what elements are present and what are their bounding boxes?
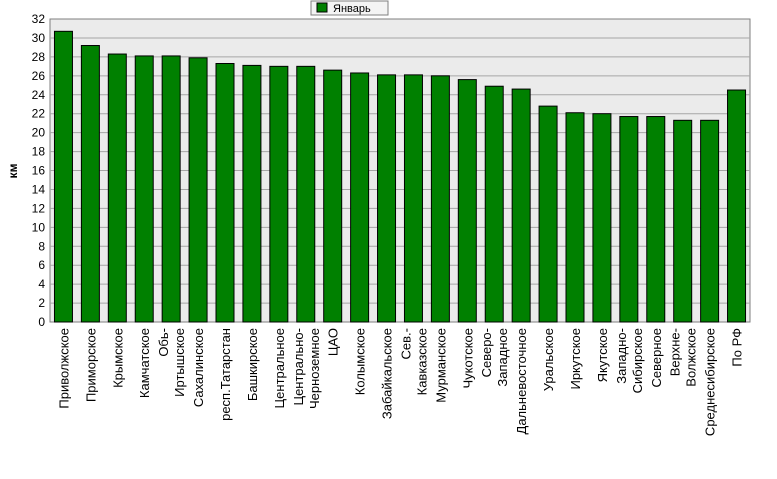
x-tick-label: Дальневосточное — [514, 328, 529, 434]
bar — [673, 119, 693, 323]
x-tick-label: респ.Татарстан — [218, 328, 233, 421]
y-tick-label: 8 — [38, 239, 45, 253]
bar — [161, 55, 181, 323]
legend-label: Январь — [333, 3, 371, 15]
x-tick-label: ЦАО — [326, 328, 341, 356]
bar — [619, 116, 639, 323]
bar — [53, 30, 73, 323]
x-tick-label: По РФ — [730, 328, 745, 367]
y-tick-label: 26 — [32, 69, 46, 83]
bar — [592, 113, 612, 323]
x-tick-label: Обь- — [156, 328, 171, 357]
bar — [727, 89, 747, 323]
x-tick-label: Среднесибирское — [703, 328, 718, 436]
x-tick-label: Приволжское — [56, 328, 71, 409]
y-tick-label: 18 — [32, 145, 46, 159]
bar — [511, 88, 531, 323]
y-tick-label: 14 — [32, 182, 46, 196]
y-tick-label: 6 — [38, 258, 45, 272]
x-tick-label: Башкирское — [245, 328, 260, 401]
y-tick-label: 20 — [32, 126, 46, 140]
x-tick-label: Уральское — [541, 328, 556, 391]
legend-swatch — [316, 2, 328, 13]
y-tick-label: 32 — [32, 12, 46, 26]
y-tick-label: 22 — [32, 107, 46, 121]
x-tick-label: Иртышское — [172, 328, 187, 397]
x-tick-label: Верхне- — [668, 328, 683, 376]
x-tick-label: Кавказское — [414, 328, 429, 395]
bar — [377, 74, 397, 323]
bar — [134, 55, 154, 323]
bar — [80, 45, 100, 323]
bar — [296, 65, 316, 323]
bar — [430, 75, 450, 323]
y-tick-label: 12 — [32, 201, 46, 215]
bar — [403, 74, 423, 323]
x-axis-labels: Приволжское Приморское Крымское Камчатское О… — [56, 328, 744, 436]
x-tick-label: Северное — [649, 328, 664, 387]
x-tick-label: Забайкальское — [380, 328, 395, 419]
x-tick-label: Колымское — [353, 328, 368, 395]
bar — [700, 119, 720, 323]
y-tick-label: 30 — [32, 31, 46, 45]
bar — [107, 53, 127, 323]
bar — [350, 72, 370, 323]
bar — [646, 116, 666, 323]
bar — [215, 63, 235, 323]
x-tick-label: Центрально- — [291, 328, 306, 406]
bar — [269, 65, 289, 323]
y-tick-label: 16 — [32, 164, 46, 178]
x-tick-label: Приморское — [83, 328, 98, 402]
bars — [53, 30, 747, 323]
x-tick-label: Западно- — [614, 328, 629, 384]
bar — [484, 85, 504, 323]
legend: Январь — [310, 0, 389, 16]
y-tick-label: 28 — [32, 50, 46, 64]
y-axis-title: км — [6, 163, 20, 178]
x-tick-label: Сев.- — [398, 328, 413, 359]
x-tick-label: Черноземное — [307, 328, 322, 409]
bar — [538, 105, 558, 323]
x-tick-label: Западное — [495, 328, 510, 387]
x-tick-label: Чукотское — [460, 328, 475, 389]
x-tick-label: Центральное — [272, 328, 287, 408]
x-tick-label: Якутское — [595, 328, 610, 382]
y-tick-label: 24 — [32, 88, 46, 102]
x-tick-label: Мурманское — [433, 328, 448, 403]
x-tick-label: Иркутское — [568, 328, 583, 390]
bar — [242, 64, 262, 323]
y-tick-label: 2 — [38, 296, 45, 310]
bar — [323, 69, 343, 323]
bar — [565, 112, 585, 323]
x-tick-label: Крымское — [110, 328, 125, 388]
y-tick-label: 0 — [38, 315, 45, 329]
x-tick-label: Сибирское — [630, 328, 645, 393]
bar — [188, 57, 208, 323]
x-tick-label: Сахалинское — [191, 328, 206, 407]
y-tick-label: 10 — [32, 220, 46, 234]
y-tick-label: 4 — [38, 277, 45, 291]
bar — [457, 79, 477, 323]
legend-box — [310, 0, 389, 16]
x-tick-label: Северо- — [479, 328, 494, 377]
x-tick-label: Волжское — [684, 328, 699, 387]
x-tick-label: Камчатское — [137, 328, 152, 398]
